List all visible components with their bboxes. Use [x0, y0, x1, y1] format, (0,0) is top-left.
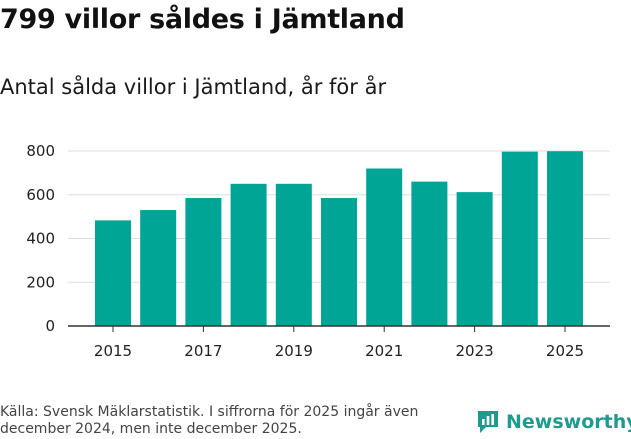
bar-2017: [185, 198, 222, 326]
brand-name: Newsworthy: [506, 411, 631, 433]
y-tick-label: 800: [26, 142, 55, 160]
bar-2025: [547, 151, 583, 326]
source-note: Källa: Svensk Mäklarstatistik. I siffror…: [0, 404, 419, 437]
chart-title: 799 villor såldes i Jämtland: [0, 4, 405, 35]
bar-2015: [95, 220, 131, 326]
x-tick-label: 2015: [94, 342, 132, 360]
x-tick-label: 2025: [546, 342, 584, 360]
x-tick-label: 2017: [184, 342, 222, 360]
x-tick-label: 2019: [275, 342, 313, 360]
bar-2020: [321, 198, 357, 326]
chart-subtitle: Antal sålda villor i Jämtland, år för år: [0, 75, 387, 99]
bar-2019: [275, 183, 312, 326]
y-tick-label: 400: [26, 230, 55, 248]
y-tick-label: 0: [45, 317, 55, 335]
bar-chart-logo-icon: [478, 411, 498, 433]
bar-2022: [411, 181, 448, 326]
x-tick-label: 2023: [456, 342, 494, 360]
bar-2016: [140, 210, 177, 326]
brand-logo[interactable]: Newsworthy: [476, 408, 631, 436]
x-tick-label: 2021: [365, 342, 403, 360]
bar-2018: [230, 183, 267, 326]
bar-2021: [366, 168, 403, 326]
bar-2023: [456, 192, 493, 326]
y-tick-label: 200: [26, 273, 55, 291]
y-tick-label: 600: [26, 186, 55, 204]
bar-2024: [501, 151, 538, 326]
bar-chart: 0 200 400 600 800 2015 2017 2019 2021 2023 2025: [26, 142, 610, 360]
